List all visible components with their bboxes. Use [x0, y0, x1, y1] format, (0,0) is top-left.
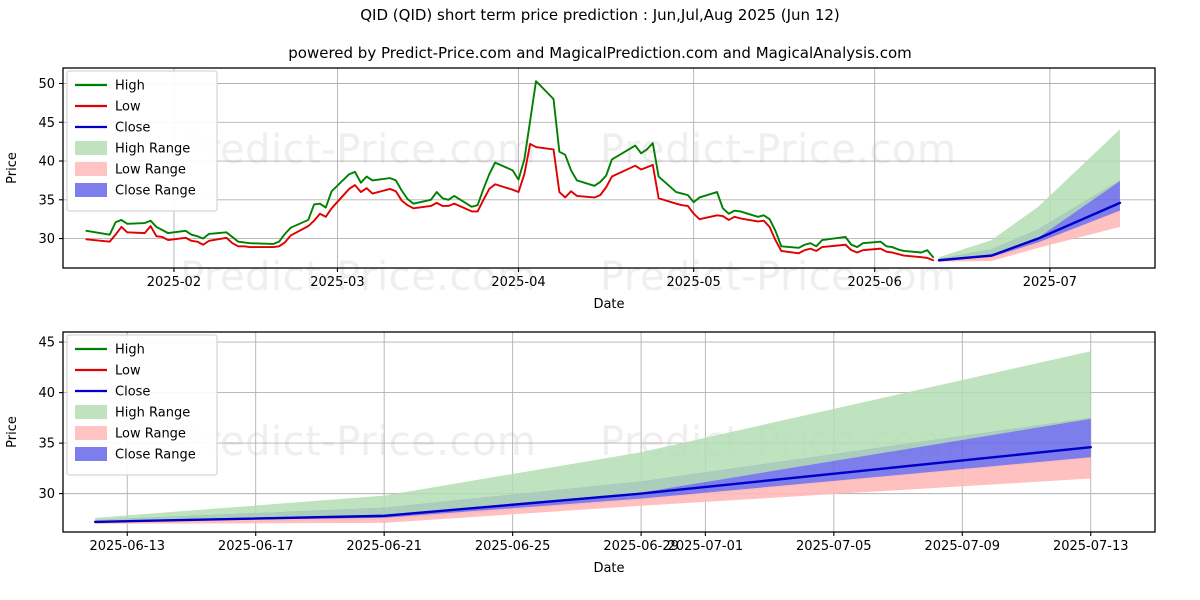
y-tick-label: 45 [38, 116, 55, 131]
x-tick-label: 2025-06-13 [89, 539, 165, 554]
x-tick-label: 2025-06-29 [603, 539, 679, 554]
x-tick-label: 2025-07-09 [925, 539, 1001, 554]
legend-item-label: Close Range [115, 184, 196, 199]
forecast-detail-chart: Predict-Price.comPredict-Price.com303540… [5, 331, 1156, 576]
x-tick-label: 2025-06-21 [346, 539, 422, 554]
y-tick-label: 40 [38, 386, 55, 401]
legend-item-label: Close [115, 385, 150, 400]
plot-frame [62, 331, 1156, 533]
x-axis-title: Date [593, 561, 624, 576]
page-title: QID (QID) short term price prediction : … [360, 6, 840, 24]
x-tick-label: 2025-06-17 [218, 539, 294, 554]
x-axis-title: Date [593, 297, 624, 308]
x-tick-label: 2025-04 [491, 275, 545, 290]
legend-item-label: Low Range [115, 163, 186, 178]
overview-chart: Predict-Price.com Predict-Price.com Predic… [5, 67, 1156, 308]
x-tick-label: 2025-06 [848, 275, 902, 290]
legend-band-swatch [75, 405, 107, 419]
y-tick-label: 35 [38, 193, 55, 208]
watermark-text: Predict-Price.com [180, 254, 536, 300]
x-tick-label: 2025-07-13 [1053, 539, 1129, 554]
x-tick-label: 2025-07 [1023, 275, 1077, 290]
watermark-text: Predict-Price.com [600, 127, 956, 173]
y-tick-label: 30 [38, 487, 55, 502]
legend-item-label: Close [115, 121, 150, 136]
close-series-line [93, 445, 1092, 524]
y-tick-label: 50 [38, 77, 55, 92]
x-tick-label: 2025-07-01 [668, 539, 744, 554]
high-series-line [85, 80, 935, 259]
low-series-line [85, 143, 935, 262]
chart-subtitle: powered by Predict-Price.com and Magical… [288, 44, 912, 62]
legend-item-label: High Range [115, 142, 190, 157]
legend-item-label: High [115, 343, 145, 358]
y-tick-label: 35 [38, 437, 55, 452]
legend-item-label: Close Range [115, 448, 196, 463]
watermark-text: Predict-Price.com [180, 127, 536, 173]
y-axis-title: Price [5, 152, 20, 184]
plot-frame [62, 67, 1156, 269]
watermark-text: Predict-Price.com [180, 419, 536, 465]
legend-item-label: Low Range [115, 427, 186, 442]
y-axis-title: Price [5, 416, 20, 448]
watermark-text: Predict-Price.com [600, 254, 956, 300]
x-tick-label: 2025-05 [667, 275, 721, 290]
legend-item-label: Low [115, 100, 141, 115]
y-tick-label: 40 [38, 155, 55, 170]
y-tick-label: 45 [38, 336, 55, 351]
legend-item-label: Low [115, 364, 141, 379]
legend-band-swatch [75, 447, 107, 461]
legend-band-swatch [75, 426, 107, 440]
legend-item-label: High Range [115, 406, 190, 421]
x-tick-label: 2025-06-25 [475, 539, 551, 554]
x-tick-label: 2025-07-05 [796, 539, 872, 554]
x-tick-label: 2025-03 [310, 275, 364, 290]
close-series-line [937, 201, 1122, 262]
y-tick-label: 30 [38, 232, 55, 247]
legend-item-label: High [115, 79, 145, 94]
x-tick-label: 2025-02 [147, 275, 201, 290]
close-range-band [95, 417, 1091, 523]
close-range-band [938, 180, 1120, 262]
legend-band-swatch [75, 162, 107, 176]
legend-band-swatch [75, 141, 107, 155]
legend-band-swatch [75, 183, 107, 197]
